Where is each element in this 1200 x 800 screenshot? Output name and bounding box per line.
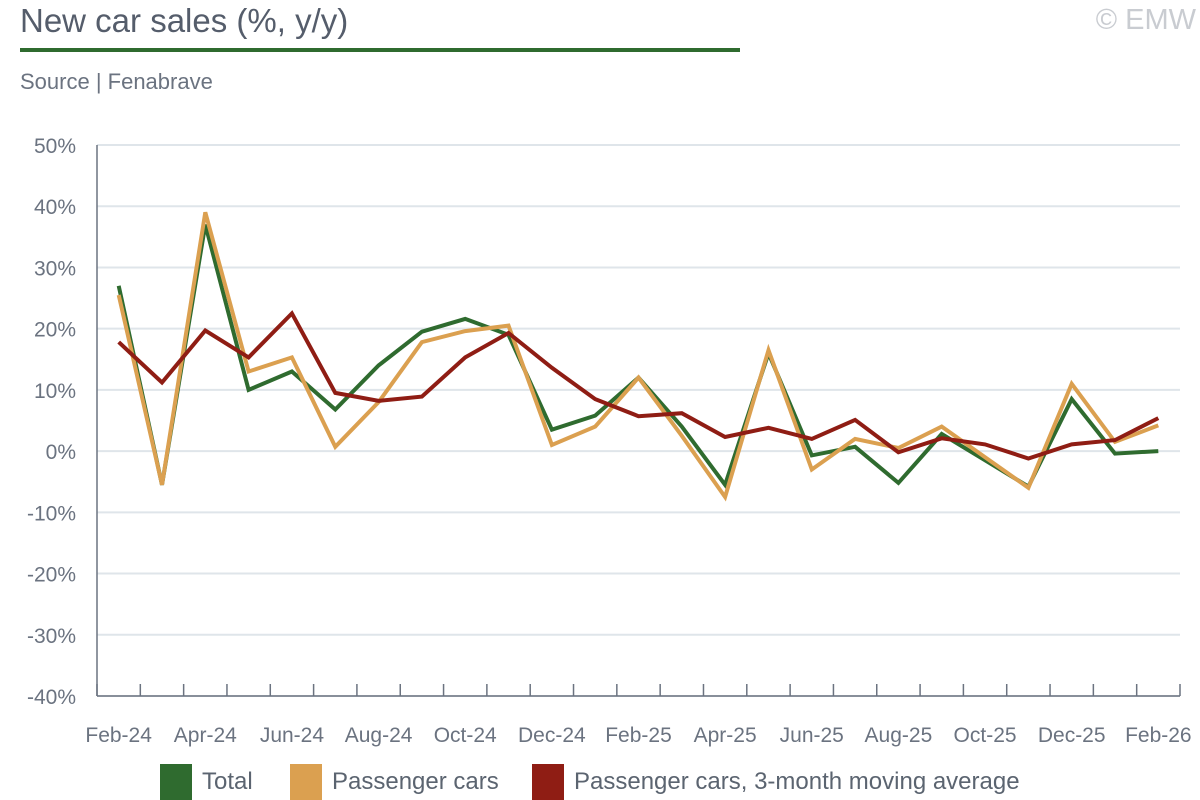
series-line-total <box>116 224 1159 490</box>
x-tick-label: Jun-24 <box>260 724 325 747</box>
y-tick-label: 50% <box>34 135 76 158</box>
x-tick-label: Aug-24 <box>345 724 413 747</box>
legend-item-passenger-cars: Passenger cars <box>290 764 499 800</box>
legend-label-total: Total <box>202 768 253 795</box>
legend-label-passenger-cars: Passenger cars <box>332 768 499 795</box>
series-line-moving-average <box>117 310 1160 461</box>
x-tick-label: Feb-25 <box>605 724 672 747</box>
source-label: Source | Fenabrave <box>20 69 213 94</box>
x-tick-label: Aug-25 <box>865 724 933 747</box>
chart-title: New car sales (%, y/y) <box>20 2 349 39</box>
y-tick-label: 20% <box>34 319 76 342</box>
legend-label-moving-average: Passenger cars, 3-month moving average <box>574 768 1020 795</box>
copyright-label: © EMW <box>1095 4 1196 36</box>
series-line-passenger-cars <box>116 211 1160 502</box>
y-tick-label: 0% <box>46 441 76 464</box>
x-tick-label: Jun-25 <box>780 724 844 747</box>
y-tick-label: -20% <box>27 564 76 587</box>
y-tick-label: -40% <box>27 686 76 709</box>
x-tick-label: Dec-25 <box>1038 724 1106 747</box>
y-tick-label: -30% <box>27 625 76 648</box>
x-tick-label: Oct-25 <box>954 724 1017 747</box>
legend-swatch-total <box>160 764 192 800</box>
x-tick-label: Dec-24 <box>518 724 586 747</box>
x-tick-label: Oct-24 <box>434 724 497 747</box>
legend-item-total: Total <box>160 764 253 800</box>
legend-swatch-passenger-cars <box>290 764 322 800</box>
x-tick-label: Apr-25 <box>694 724 757 747</box>
legend-swatch-moving-average <box>532 764 564 800</box>
x-tick-label: Feb-26 <box>1125 724 1192 747</box>
legend: Total Passenger cars Passenger cars, 3-m… <box>0 764 1200 800</box>
x-tick-label: Feb-24 <box>85 724 152 747</box>
x-tick-label: Apr-24 <box>174 724 237 747</box>
title-underline <box>20 48 740 52</box>
y-tick-label: 30% <box>34 257 76 280</box>
y-tick-label: 10% <box>34 380 76 403</box>
y-tick-label: 40% <box>34 196 76 219</box>
y-tick-label: -10% <box>27 502 76 525</box>
line-chart: -40% -30% -20% -10% 0% 10% 20% 30% 40% 50% Feb-24 A… <box>27 135 1192 747</box>
legend-item-moving-average: Passenger cars, 3-month moving average <box>532 764 1020 800</box>
